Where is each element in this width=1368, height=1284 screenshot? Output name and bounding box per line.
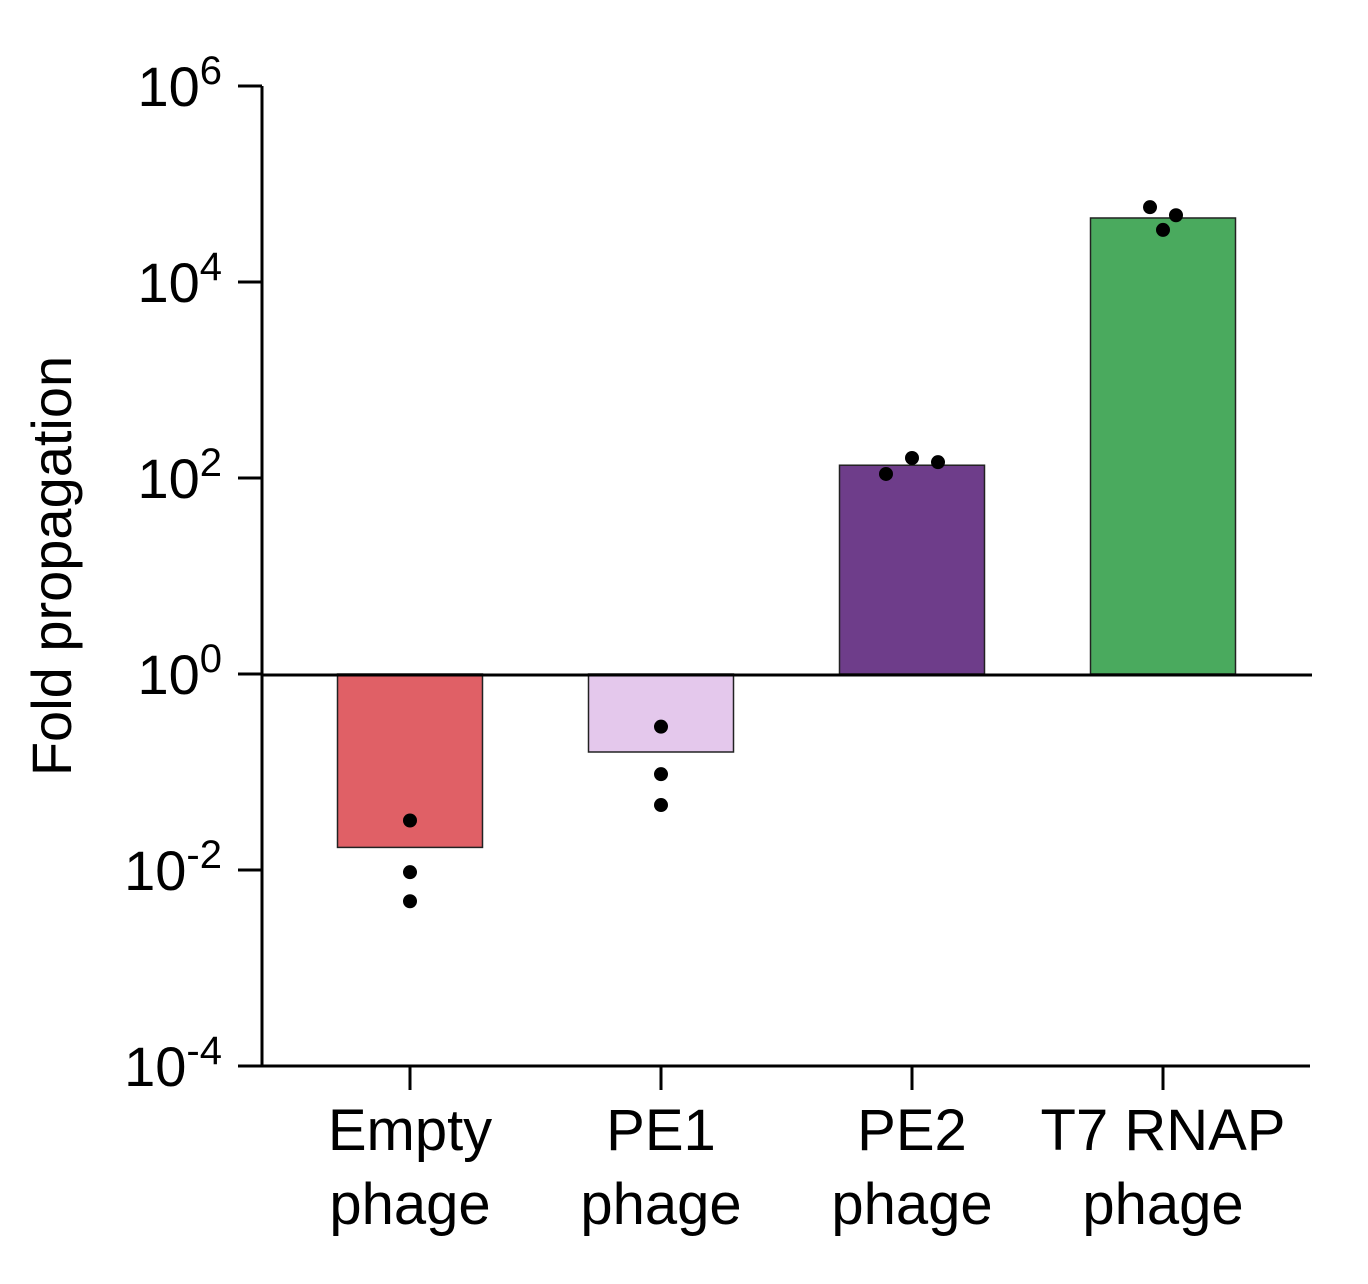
x-category-label-1-line2: phage [580, 1172, 741, 1237]
point-2-2 [931, 455, 945, 470]
x-category-label-3-line2: phage [1082, 1172, 1243, 1237]
data-points [403, 200, 1183, 909]
point-0-1 [403, 865, 417, 880]
y-axis-ticks: 106 104 102 100 10-2 10-4 [124, 49, 262, 1098]
y-tick-label-4: 10-2 [124, 833, 222, 902]
y-axis-title: Fold propagation [20, 356, 83, 776]
point-1-0 [654, 719, 668, 734]
x-category-label-2-line2: phage [831, 1172, 992, 1237]
point-1-2 [654, 798, 668, 813]
point-3-0 [1143, 200, 1157, 215]
bar-1 [587, 673, 735, 753]
bar-2 [838, 464, 986, 675]
point-3-1 [1156, 222, 1170, 237]
y-tick-label-3: 100 [137, 637, 222, 706]
point-0-0 [403, 813, 417, 828]
x-category-label-2-line1: PE2 [857, 1098, 967, 1163]
x-category-label-3-line1: T7 RNAP [1041, 1098, 1286, 1163]
x-category-label-0-line1: Empty [328, 1098, 492, 1163]
y-tick-label-2: 102 [137, 441, 222, 510]
point-2-1 [905, 450, 919, 465]
y-tick-label-1: 104 [137, 245, 222, 314]
point-3-2 [1169, 208, 1183, 223]
x-category-label-1-line1: PE1 [606, 1098, 716, 1163]
x-category-label-0-line2: phage [329, 1172, 490, 1237]
y-tick-label-0: 106 [137, 49, 222, 118]
y-tick-label-5: 10-4 [124, 1029, 222, 1098]
point-1-1 [654, 767, 668, 782]
x-axis-categories: Empty phage PE1 phage PE2 phage T7 RNAP phage [328, 1066, 1286, 1237]
bar-3 [1089, 217, 1237, 675]
point-2-0 [879, 466, 893, 481]
bars [336, 217, 1237, 849]
point-0-2 [403, 894, 417, 909]
